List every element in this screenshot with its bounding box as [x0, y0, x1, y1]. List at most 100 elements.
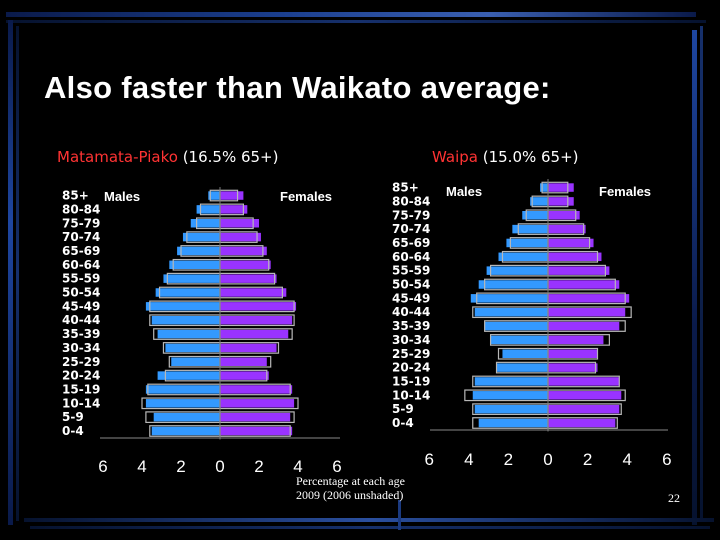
male-bar	[208, 191, 220, 200]
female-bar	[548, 321, 620, 331]
x-tick-label: 2	[176, 457, 185, 476]
age-group-label: 30-34	[392, 333, 430, 347]
x-tick-label: 6	[332, 457, 341, 476]
age-group-label: 85+	[62, 189, 89, 203]
male-bar	[530, 197, 548, 206]
x-tick-label: 4	[464, 450, 473, 469]
female-bar	[220, 329, 289, 339]
female-bar	[220, 246, 267, 256]
male-bar	[484, 321, 548, 331]
female-bar	[548, 197, 574, 206]
male-bar	[540, 183, 548, 192]
age-group-label: 35-39	[392, 319, 430, 333]
age-group-label: 50-54	[62, 286, 100, 300]
x-tick-label: 6	[98, 457, 107, 476]
female-bar	[220, 412, 291, 422]
x-tick-label: 4	[293, 457, 302, 476]
age-group-label: 15-19	[392, 374, 430, 388]
age-group-label: 40-44	[392, 305, 430, 319]
male-bar	[470, 294, 548, 303]
male-bar	[155, 288, 220, 297]
female-bar	[548, 294, 630, 303]
age-group-label: 20-24	[62, 369, 100, 383]
age-group-label: 75-79	[392, 208, 430, 222]
females-label: Females	[599, 184, 651, 199]
age-group-label: 20-24	[392, 361, 430, 375]
female-bar	[548, 377, 620, 386]
female-bar	[548, 238, 594, 248]
x-tick-label: 6	[424, 450, 433, 469]
female-bar	[548, 404, 620, 414]
x-tick-label: 6	[662, 450, 671, 469]
age-group-label: 70-74	[62, 230, 100, 244]
age-group-label: 5-9	[392, 402, 414, 416]
x-tick-label: 0	[215, 457, 224, 476]
age-group-label: 50-54	[392, 278, 430, 292]
chart-subtitle-matamata-piako: Matamata-Piako (16.5% 65+)	[57, 148, 278, 166]
female-bar	[548, 418, 616, 428]
female-bar	[220, 205, 248, 214]
frame-decoration-bottom-inner	[30, 526, 710, 529]
female-bar	[220, 315, 293, 325]
male-bar	[472, 391, 548, 400]
female-bar	[220, 385, 293, 394]
frame-decoration-right	[692, 30, 697, 525]
frame-decoration-left-inner	[16, 26, 19, 521]
x-tick-label: 0	[543, 450, 552, 469]
male-bar	[163, 274, 220, 283]
note-line-2: 2009 (2006 unshaded)	[296, 488, 404, 502]
page-number: 22	[668, 491, 680, 505]
female-bar	[548, 391, 622, 400]
female-bar	[220, 288, 287, 297]
female-bar	[220, 232, 261, 242]
female-bar	[220, 274, 277, 283]
age-group-label: 80-84	[62, 202, 100, 216]
female-bar	[220, 399, 295, 408]
age-group-label: 10-14	[62, 396, 100, 410]
x-tick-label: 4	[137, 457, 146, 476]
male-bar	[169, 260, 220, 270]
male-bar	[182, 232, 220, 242]
male-bar	[177, 246, 220, 256]
x-tick-label: 2	[583, 450, 592, 469]
females-label: Females	[280, 189, 332, 204]
female-bar	[220, 343, 277, 353]
male-bar	[145, 302, 220, 311]
female-bar	[548, 183, 574, 192]
chart-subtitle-waipa: Waipa (15.0% 65+)	[432, 148, 579, 166]
age-group-label: 80-84	[392, 194, 430, 208]
female-bar	[548, 224, 586, 234]
female-bar	[220, 260, 271, 270]
female-bar	[220, 302, 297, 311]
age-group-label: 0-4	[62, 424, 84, 438]
age-group-label: 65-69	[62, 244, 100, 258]
note-line-1: Percentage at each age	[296, 474, 405, 488]
region-name: Matamata-Piako	[57, 148, 178, 166]
frame-decoration-left	[8, 20, 13, 525]
age-group-label: 75-79	[62, 216, 100, 230]
female-bar	[548, 335, 604, 345]
female-bar	[548, 252, 602, 262]
male-bar	[157, 329, 220, 339]
age-group-label: 45-49	[392, 291, 430, 305]
male-bar	[478, 418, 548, 428]
age-group-label: 70-74	[392, 222, 430, 236]
male-bar	[145, 385, 220, 394]
male-bar	[157, 371, 220, 380]
male-bar	[502, 349, 548, 358]
age-group-label: 30-34	[62, 341, 100, 355]
x-tick-label: 4	[622, 450, 631, 469]
male-bar	[496, 363, 548, 372]
female-bar	[220, 371, 269, 380]
age-group-label: 65-69	[392, 236, 430, 250]
male-bar	[522, 211, 548, 220]
age-group-label: 10-14	[392, 388, 430, 402]
age-group-label: 55-59	[62, 272, 100, 286]
male-bar	[151, 426, 220, 436]
age-group-label: 35-39	[62, 327, 100, 341]
male-bar	[478, 280, 548, 289]
male-bar	[512, 224, 548, 234]
male-bar	[506, 238, 548, 248]
x-tick-label: 2	[254, 457, 263, 476]
female-bar	[220, 191, 244, 200]
